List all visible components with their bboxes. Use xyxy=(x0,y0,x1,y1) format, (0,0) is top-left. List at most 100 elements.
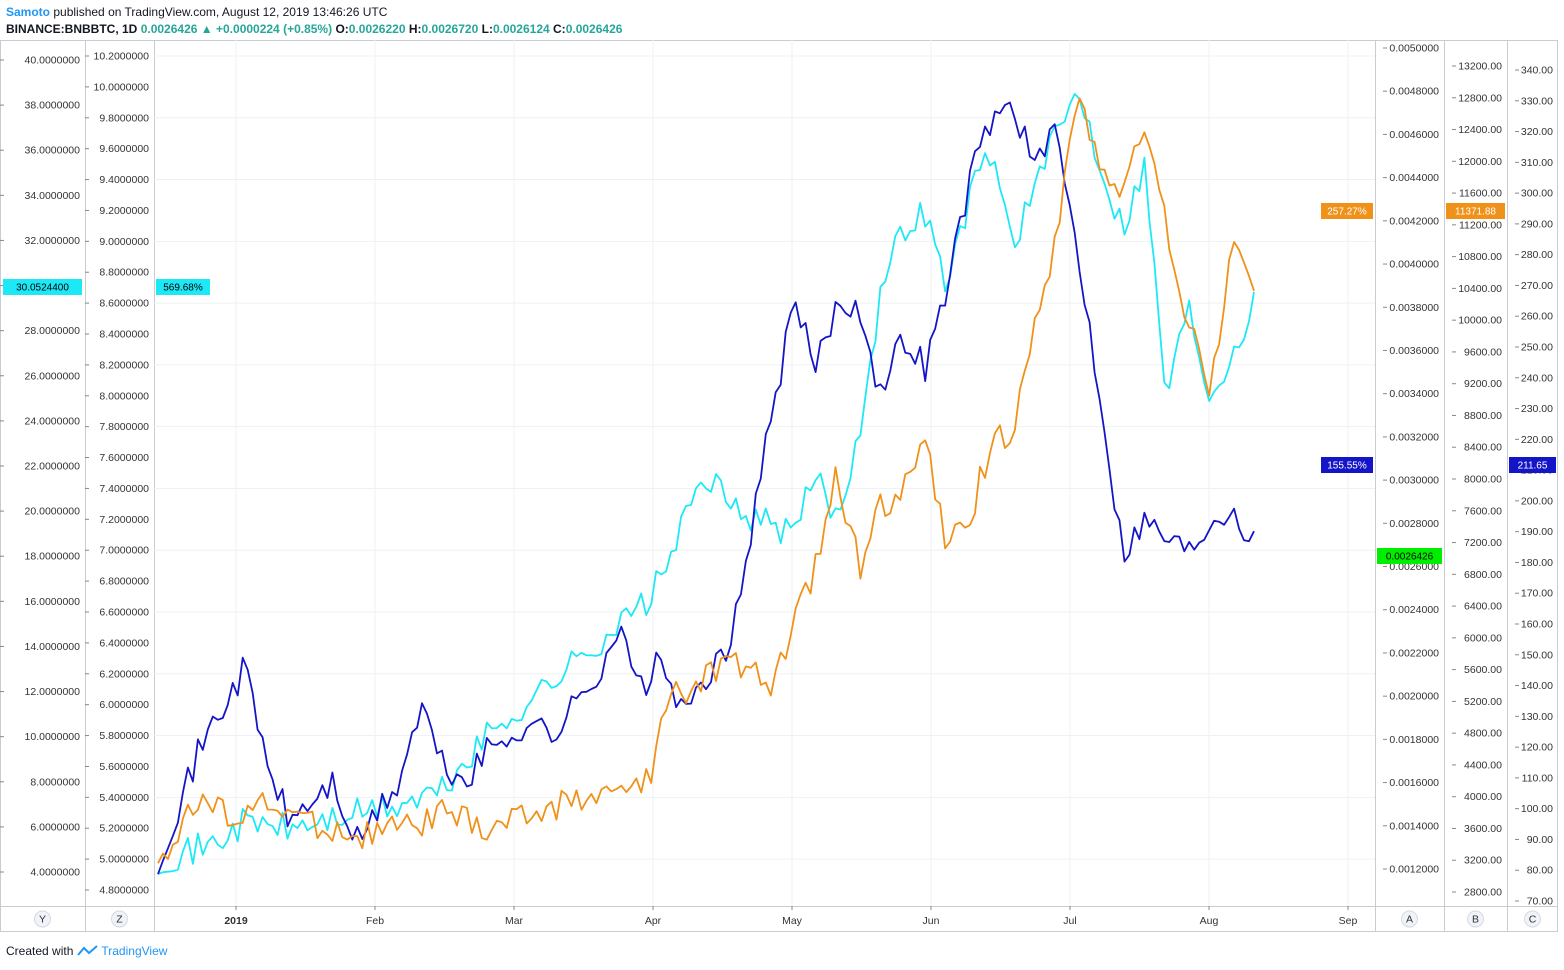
axis-tick-label: 110.00 xyxy=(1522,772,1553,784)
cyan-pct-tag: 569.68% xyxy=(156,279,210,295)
axis-tick-label: 8.8000000 xyxy=(99,267,149,279)
axis-tick-label: 0.0040000 xyxy=(1389,259,1439,271)
axis-button-b-label: B xyxy=(1472,914,1479,926)
axis-tick-label: 0.0026000 xyxy=(1389,561,1439,573)
axis-tick-label: 8400.00 xyxy=(1464,442,1502,454)
axis-tick-label: 12400.00 xyxy=(1458,124,1502,136)
axis-tick-label: 3200.00 xyxy=(1464,855,1502,867)
axis-tick-label: 34.0000000 xyxy=(25,190,81,202)
high-value: 0.0026720 xyxy=(421,22,479,36)
axis-tick-label: 22.0000000 xyxy=(25,461,81,473)
axis-tick-label: 10400.00 xyxy=(1458,283,1502,295)
axis-tick-label: 120.00 xyxy=(1521,742,1553,754)
axis-tick-label: 0.0036000 xyxy=(1389,345,1439,357)
axis-tick-label: 20.0000000 xyxy=(25,506,81,518)
axis-tick-label: 28.0000000 xyxy=(25,325,81,337)
y-axis[interactable]: 40.0000000 38.0000000 36.0000000 34.0000000… xyxy=(0,55,80,879)
axis-tick-label: 270.00 xyxy=(1521,280,1553,292)
axis-tick-label: 5.4000000 xyxy=(99,792,149,804)
axis-button-c[interactable]: C xyxy=(1524,910,1541,928)
b-axis[interactable]: 13200.00 12800.00 12400.00 12000.00 11600.00… xyxy=(1452,61,1502,899)
axis-tick-label: 13200.00 xyxy=(1458,61,1502,73)
x-axis[interactable]: 2019 Feb Mar Apr May Jun Jul Aug Sep xyxy=(224,906,1357,927)
axis-button-b[interactable]: B xyxy=(1467,910,1484,928)
open-value: 0.0026220 xyxy=(348,22,406,36)
axis-button-a[interactable]: A xyxy=(1401,910,1418,928)
axis-tick-label: 140.00 xyxy=(1521,680,1553,692)
c-axis[interactable]: 340.00 330.00 320.00 310.00 300.00 290.00 280.… xyxy=(1515,65,1553,908)
axis-tick-label: 0.0020000 xyxy=(1389,691,1439,703)
published-text: published on TradingView.com, August 12,… xyxy=(53,5,388,19)
axis-tick-label: 8.0000000 xyxy=(30,776,80,788)
axis-tick-label: 12800.00 xyxy=(1458,92,1502,104)
axis-tick-label: 6.0000000 xyxy=(99,699,149,711)
a-axis[interactable]: 0.0050000 0.0048000 0.0046000 0.0044000 0.00… xyxy=(1383,43,1439,876)
axis-tick-label: 0.0028000 xyxy=(1389,518,1439,530)
axis-tick-label: 0.0050000 xyxy=(1389,43,1439,55)
axis-tick-label: 0.0012000 xyxy=(1389,864,1439,876)
change-value: +0.0000224 (+0.85%) xyxy=(216,22,333,36)
low-label: L: xyxy=(481,22,493,36)
close-value: 0.0026426 xyxy=(565,22,623,36)
x-tick-label: Jul xyxy=(1063,915,1076,927)
axis-button-z-label: Z xyxy=(116,914,123,926)
axis-tick-label: 16.0000000 xyxy=(25,596,81,608)
c-navy-tag-label: 211.65 xyxy=(1518,461,1548,472)
axis-tick-label: 230.00 xyxy=(1521,403,1553,415)
axis-tick-label: 7600.00 xyxy=(1464,505,1502,517)
tradingview-link[interactable]: TradingView xyxy=(101,944,168,958)
b-orange-tag-bg xyxy=(1446,203,1505,219)
axis-tick-label: 6.8000000 xyxy=(99,576,149,588)
up-triangle-icon: ▲ xyxy=(200,22,213,36)
open-label: O: xyxy=(335,22,349,36)
author-link[interactable]: Samoto xyxy=(6,5,51,19)
symbol-legend: BINANCE:BNBBTC, 1D 0.0026426 ▲ +0.000022… xyxy=(6,22,622,36)
symbol-label[interactable]: BINANCE:BNBBTC, 1D xyxy=(6,22,138,36)
axis-button-y[interactable]: Y xyxy=(34,910,51,928)
axis-tick-label: 0.0048000 xyxy=(1389,86,1439,98)
axis-tick-label: 290.00 xyxy=(1521,218,1553,230)
axis-tick-label: 7.6000000 xyxy=(99,452,149,464)
axis-button-z[interactable]: Z xyxy=(111,910,128,928)
c-navy-tag-bg xyxy=(1509,457,1556,473)
axis-tick-label: 0.0016000 xyxy=(1389,777,1439,789)
axis-tick-label: 32.0000000 xyxy=(25,235,81,247)
low-value: 0.0026124 xyxy=(492,22,550,36)
last-price: 0.0026426 xyxy=(140,22,198,36)
axis-tick-label: 170.00 xyxy=(1521,588,1553,600)
series-lines xyxy=(157,93,1255,875)
z-axis[interactable]: 10.2000000 10.0000000 9.8000000 9.6000000 9.… xyxy=(85,51,149,897)
axis-tick-label: 5.2000000 xyxy=(99,823,149,835)
axis-tick-label: 0.0042000 xyxy=(1389,215,1439,227)
axis-tick-label: 300.00 xyxy=(1521,188,1553,200)
axis-tick-label: 4000.00 xyxy=(1464,791,1502,803)
axis-tick-label: 6.4000000 xyxy=(99,637,149,649)
x-tick-label: May xyxy=(782,915,803,927)
axis-tick-label: 8.4000000 xyxy=(99,329,149,341)
axis-tick-label: 7.0000000 xyxy=(99,545,149,557)
axis-tick-label: 240.00 xyxy=(1521,372,1553,384)
axis-tick-label: 6.0000000 xyxy=(30,821,80,833)
cyan-pct-tag-bg xyxy=(156,279,210,295)
axis-tick-label: 5.6000000 xyxy=(99,761,149,773)
b-orange-tag-label: 11371.88 xyxy=(1455,207,1496,218)
axis-tick-label: 26.0000000 xyxy=(25,370,81,382)
series-line-navy xyxy=(157,101,1255,875)
axis-tick-label: 6.6000000 xyxy=(99,607,149,619)
axis-tick-label: 8.0000000 xyxy=(99,390,149,402)
axis-tick-label: 6.2000000 xyxy=(99,668,149,680)
axis-tick-label: 10.0000000 xyxy=(94,81,150,93)
axis-tick-label: 280.00 xyxy=(1521,249,1553,261)
axis-tick-label: 8800.00 xyxy=(1464,410,1502,422)
y-cyan-tag-label: 30.0524400 xyxy=(16,283,69,294)
axis-tick-label: 11200.00 xyxy=(1459,219,1502,231)
axis-tick-label: 330.00 xyxy=(1521,95,1553,107)
axis-tick-label: 0.0038000 xyxy=(1389,302,1439,314)
axis-tick-label: 6400.00 xyxy=(1464,601,1502,613)
axis-tick-label: 24.0000000 xyxy=(25,415,81,427)
a-green-tag: 0.0026426 xyxy=(1377,548,1442,564)
axis-tick-label: 70.00 xyxy=(1527,896,1553,908)
axis-tick-label: 0.0022000 xyxy=(1389,647,1439,659)
